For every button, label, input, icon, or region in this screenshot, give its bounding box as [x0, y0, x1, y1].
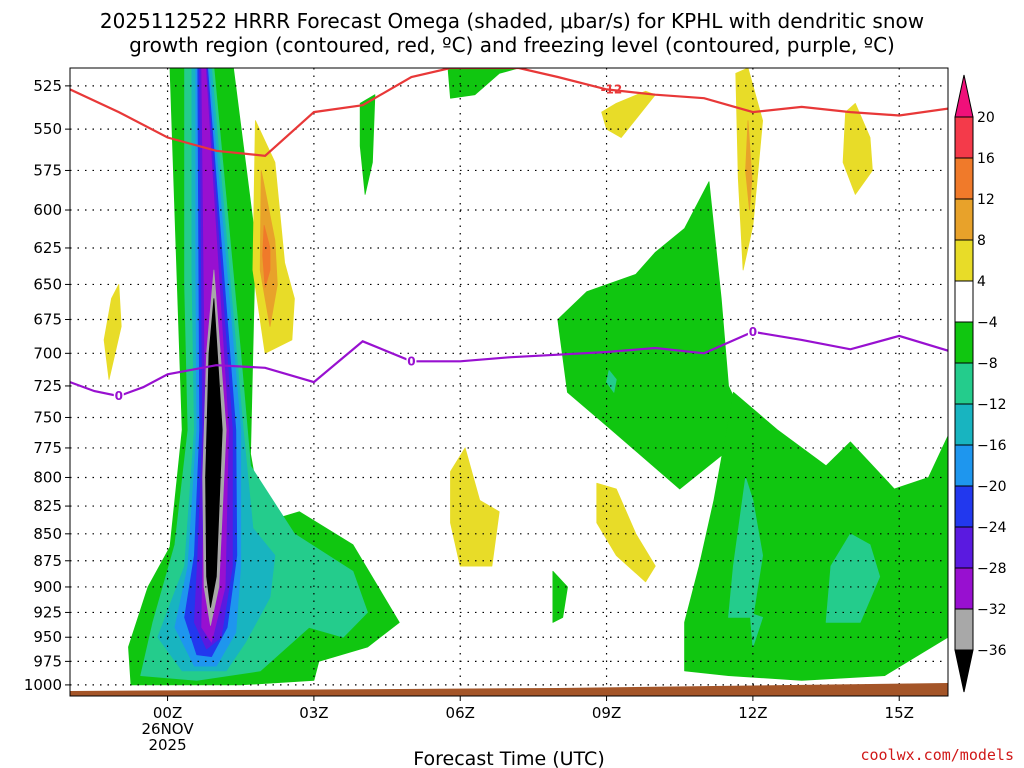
colorbar-label-3: 8 [977, 233, 986, 249]
y-tick-label-550: 550 [33, 120, 62, 138]
x-tick-label-3-0: 03Z [299, 704, 328, 722]
y-tick-label-750: 750 [33, 408, 62, 426]
x-tick-label-6-0: 06Z [446, 704, 475, 722]
y-tick-label-900: 900 [33, 578, 62, 596]
omega-region-o-top-2 [745, 120, 753, 211]
x-tick-label-0-0: 00Z [153, 704, 182, 722]
y-tick-label-675: 675 [33, 311, 62, 329]
omega-region-right-teal-dot [606, 369, 617, 393]
y-axis: 525 550 575 600 625 650 675 700 725 750 775 800 825 8… [24, 77, 70, 694]
plot-frame [69, 67, 949, 697]
colorbar-segment-9 [954, 485, 974, 528]
omega-region-y-top-3 [842, 103, 873, 195]
temperature-contours: -12 0 0 0 [70, 68, 948, 403]
colorbar-segment-12 [954, 608, 974, 651]
colorbar-label-0: 20 [977, 110, 995, 126]
y-tick-label-700: 700 [33, 344, 62, 362]
x-tick-label-12-0: 12Z [738, 704, 767, 722]
omega-region-r-col-right [262, 224, 271, 288]
colorbar-segment-2 [954, 198, 974, 241]
colorbar-label-10: −24 [977, 520, 1007, 536]
omega-region-top-left-green [359, 94, 376, 195]
colorbar-segment-0 [954, 116, 974, 159]
y-tick-label-600: 600 [33, 201, 62, 219]
omega-region-right-cyan-b [728, 477, 763, 618]
colorbar-segment-11 [954, 567, 974, 610]
y-tick-label-800: 800 [33, 468, 62, 486]
freezing-contour-label-1: 0 [407, 354, 415, 368]
colorbar-label-6: −8 [977, 356, 998, 372]
colorbar-label-13: −36 [977, 643, 1007, 659]
freezing-label-bg-2 [747, 324, 758, 337]
omega-region-small-green-blob [552, 570, 568, 623]
colorbar-segment-3 [954, 239, 974, 282]
terrain [70, 683, 948, 696]
dgz-contour-line-0 [70, 68, 948, 157]
freezing-label-bg-0 [113, 389, 124, 402]
chart-title-line1: 2025112522 HRRR Forecast Omega (shaded, … [100, 9, 924, 33]
omega-region-col-black [205, 298, 223, 608]
omega-shading [103, 68, 948, 686]
x-axis-title: Forecast Time (UTC) [413, 748, 604, 768]
omega-region-y-mid-1 [450, 447, 500, 567]
colorbar-segment-7 [954, 403, 974, 446]
y-tick-label-625: 625 [33, 239, 62, 257]
colorbar-label-9: −20 [977, 479, 1007, 495]
freezing-contour-label-0: 0 [115, 389, 123, 403]
colorbar-top-arrow [954, 74, 974, 118]
colorbar-label-8: −16 [977, 438, 1007, 454]
colorbar-bottom-arrow [954, 649, 974, 693]
y-tick-label-925: 925 [33, 603, 62, 621]
dgz-contour-label: -12 [601, 82, 623, 96]
colorbar-segment-5 [954, 321, 974, 364]
colorbar-label-7: −12 [977, 397, 1007, 413]
credit-text[interactable]: coolwx.com/models [860, 746, 1014, 764]
colorbar-segment-8 [954, 444, 974, 487]
omega-region-top-green [447, 68, 520, 99]
terrain-strip [70, 683, 948, 696]
colorbar-segment-4 [954, 280, 974, 323]
y-tick-label-850: 850 [33, 525, 62, 543]
colorbar-segment-1 [954, 157, 974, 200]
x-tick-label-9-0: 09Z [592, 704, 621, 722]
omega-region-right-green-upper [557, 181, 744, 490]
colorbar-label-12: −32 [977, 602, 1007, 618]
chart-title-line2: growth region (contoured, red, ºC) and f… [129, 33, 895, 57]
colorbar-label-5: −4 [977, 315, 998, 331]
colorbar-segment-10 [954, 526, 974, 569]
colorbar-label-2: 12 [977, 192, 995, 208]
freezing-label-bg-1 [406, 354, 417, 367]
y-tick-label-825: 825 [33, 497, 62, 515]
freezing-contour-label-2: 0 [749, 325, 757, 339]
colorbar-label-1: 16 [977, 151, 995, 167]
y-tick-label-975: 975 [33, 652, 62, 670]
y-tick-label-775: 775 [33, 439, 62, 457]
y-tick-label-875: 875 [33, 552, 62, 570]
x-tick-label-0-1: 26NOV [141, 720, 194, 738]
freezing-contour-line-0 [70, 330, 948, 398]
y-tick-label-650: 650 [33, 275, 62, 293]
x-tick-label-0-2: 2025 [148, 736, 186, 754]
y-tick-label-575: 575 [33, 161, 62, 179]
colorbar: 20 16 12 8 4 −4 −8 −12 −16 −20 −24 −28 −32 −36 [954, 74, 1007, 693]
y-tick-label-725: 725 [33, 377, 62, 395]
colorbar-label-4: 4 [977, 274, 986, 290]
colorbar-segment-6 [954, 362, 974, 405]
colorbar-label-11: −28 [977, 561, 1007, 577]
omega-region-y-mid-2 [596, 482, 656, 583]
y-tick-label-1000: 1000 [24, 676, 62, 694]
x-tick-label-15-0: 15Z [885, 704, 914, 722]
y-tick-label-950: 950 [33, 628, 62, 646]
omega-region-right-cyan-c [825, 533, 881, 623]
y-tick-label-525: 525 [33, 77, 62, 95]
